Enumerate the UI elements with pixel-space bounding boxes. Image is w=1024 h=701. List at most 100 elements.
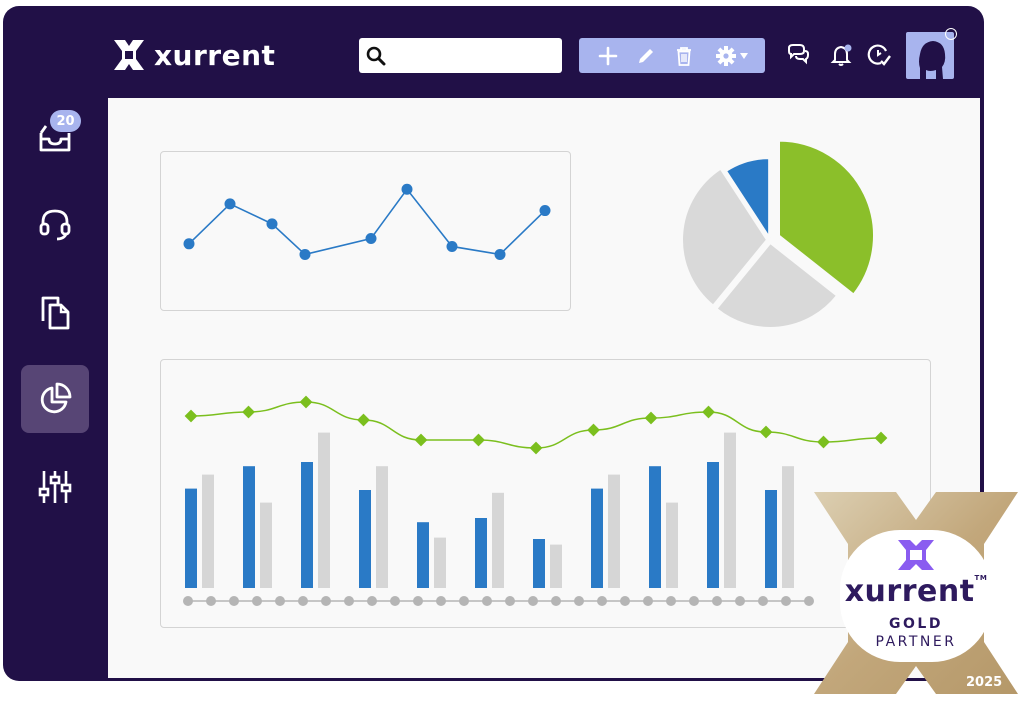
brand-logo[interactable]: xurrent <box>112 38 275 72</box>
x-axis-marker-19 <box>597 596 607 606</box>
pencil-icon <box>639 48 653 63</box>
bar-1-2 <box>243 466 255 588</box>
x-axis-marker-6 <box>298 596 308 606</box>
action-toolbar <box>579 38 765 73</box>
x-axis-marker-12 <box>436 596 446 606</box>
x-axis-marker-18 <box>574 596 584 606</box>
x-axis-marker-20 <box>620 596 630 606</box>
bar-1-9 <box>649 466 661 588</box>
trend-point-3 <box>299 395 313 409</box>
x-axis-marker-3 <box>229 596 239 606</box>
x-axis-marker-23 <box>689 596 699 606</box>
x-axis-marker-22 <box>666 596 676 606</box>
line-point-2 <box>224 198 236 210</box>
sidebar-item-settings[interactable] <box>21 453 89 521</box>
x-axis-marker-11 <box>413 596 423 606</box>
x-axis-marker-4 <box>252 596 262 606</box>
xurrent-logo-icon <box>114 40 144 70</box>
caret-down-icon <box>740 52 748 59</box>
line-chart-card <box>160 151 571 311</box>
avatar[interactable] <box>906 32 954 79</box>
search-icon <box>366 46 386 66</box>
partner-year: 2025 <box>966 675 1003 690</box>
trend-point-7 <box>529 441 543 455</box>
x-axis-marker-5 <box>275 596 285 606</box>
bar-1-6 <box>475 518 487 588</box>
chat-button[interactable] <box>785 42 811 72</box>
user-silhouette-icon <box>919 41 946 79</box>
line-point-8 <box>494 248 506 260</box>
bar-1-1 <box>185 488 197 588</box>
line-chart <box>183 183 551 260</box>
timer-check-icon <box>867 44 891 66</box>
trend-point-12 <box>817 435 830 449</box>
bar-2-3 <box>318 432 330 588</box>
bar-2-7 <box>550 544 562 588</box>
delete-button[interactable] <box>669 38 699 73</box>
trend-line <box>190 401 882 449</box>
x-axis-marker-13 <box>459 596 469 606</box>
x-axis-marker-17 <box>551 596 561 606</box>
bar-2-2 <box>260 502 272 588</box>
bar-1-10 <box>707 462 719 588</box>
bar-2-8 <box>608 474 620 588</box>
bar-1-8 <box>591 488 603 588</box>
bar-1-11 <box>765 490 777 588</box>
sidebar-item-inbox[interactable] <box>21 103 89 171</box>
x-axis-marker-10 <box>390 596 400 606</box>
trend-point-6 <box>472 433 485 447</box>
search-box[interactable] <box>359 38 562 73</box>
x-axis-marker-9 <box>367 596 377 606</box>
x-axis-marker-25 <box>735 596 745 606</box>
partner-brand: xurrentTM <box>844 574 988 609</box>
trend-point-2 <box>242 405 255 419</box>
bar-2-6 <box>492 492 504 588</box>
inbox-icon <box>39 125 71 152</box>
timesheet-button[interactable] <box>866 42 892 72</box>
gear-icon <box>716 45 736 66</box>
line-point-5 <box>365 232 377 244</box>
trend-point-1 <box>184 409 198 423</box>
x-axis-marker-2 <box>206 596 216 606</box>
bar-1-4 <box>359 490 371 588</box>
edit-button[interactable] <box>631 38 661 73</box>
x-axis-marker-16 <box>528 596 538 606</box>
trash-icon <box>677 46 691 66</box>
partner-tier: GOLD <box>889 616 943 632</box>
bell-icon <box>830 44 852 66</box>
trend-point-9 <box>644 411 658 425</box>
bar-1-7 <box>533 539 545 588</box>
pie-slice-3 <box>681 167 769 308</box>
search-input[interactable] <box>391 42 555 70</box>
line-point-9 <box>539 205 551 217</box>
x-axis-marker-8 <box>344 596 354 606</box>
trend-point-4 <box>357 413 370 427</box>
sidebar-item-analytics[interactable] <box>21 365 89 433</box>
add-button[interactable] <box>593 38 623 73</box>
x-axis-marker-21 <box>643 596 653 606</box>
sliders-icon <box>38 471 72 503</box>
settings-dropdown[interactable] <box>707 38 757 73</box>
trend-point-10 <box>702 405 715 419</box>
notifications-button[interactable] <box>829 42 855 72</box>
line-point-4 <box>299 248 311 260</box>
trend-point-11 <box>759 425 773 439</box>
partner-badge: xurrentTM GOLD PARTNER 2025 <box>810 486 1022 698</box>
x-axis-marker-28 <box>804 596 814 606</box>
line-point-3 <box>266 218 278 230</box>
partner-badge-emblem <box>814 492 1018 694</box>
bar-1-3 <box>301 462 313 588</box>
inbox-count-badge: 20 <box>50 110 81 132</box>
pie-slice-1 <box>777 139 875 296</box>
bar-2-5 <box>434 537 446 588</box>
x-axis-marker-7 <box>321 596 331 606</box>
copy-icon <box>41 296 70 330</box>
headset-icon <box>39 209 71 241</box>
pie-chart-icon <box>40 382 72 414</box>
sidebar-item-documents[interactable] <box>21 279 89 347</box>
trend-point-5 <box>414 433 428 447</box>
pie-slice-2 <box>715 241 839 328</box>
pie-slice-4 <box>724 157 771 241</box>
line-point-7 <box>446 240 458 252</box>
sidebar-item-support[interactable] <box>21 191 89 259</box>
